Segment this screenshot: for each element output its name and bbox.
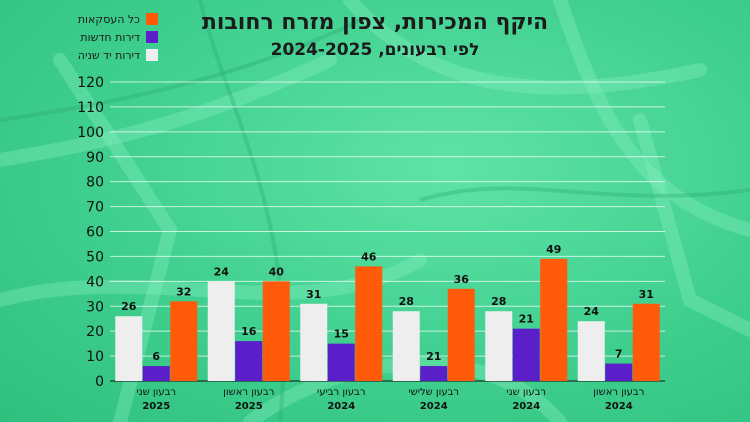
x-tick-label-quarter: רבעון ראשון bbox=[593, 387, 644, 398]
chart-title: היקף המכירות, צפון מזרח רחובות bbox=[201, 10, 549, 35]
data-label: 31 bbox=[639, 288, 654, 301]
bar bbox=[605, 363, 633, 381]
x-tick-label-year: 2024 bbox=[605, 401, 633, 412]
x-tick-label-quarter: רבעון שני bbox=[506, 387, 546, 398]
y-tick-label: 70 bbox=[86, 200, 104, 216]
bar bbox=[170, 301, 198, 381]
bar bbox=[512, 328, 540, 381]
data-label: 26 bbox=[121, 300, 137, 313]
legend-label: כל העסקאות bbox=[77, 12, 140, 26]
x-tick-label-year: 2025 bbox=[142, 401, 170, 412]
bar bbox=[327, 343, 355, 381]
data-label: 21 bbox=[426, 350, 441, 363]
x-tick-label-quarter: רבעון שלישי bbox=[408, 387, 459, 398]
data-label: 31 bbox=[306, 288, 321, 301]
bar bbox=[207, 281, 235, 381]
data-label: 28 bbox=[491, 295, 506, 308]
bar bbox=[485, 311, 513, 381]
y-tick-label: 90 bbox=[86, 150, 104, 166]
legend-swatch bbox=[146, 49, 158, 61]
y-tick-label: 0 bbox=[95, 374, 104, 390]
data-label: 28 bbox=[399, 295, 414, 308]
legend-item-new-apartments: דירות חדשות bbox=[8, 28, 158, 46]
bar bbox=[300, 303, 328, 381]
data-label: 7 bbox=[615, 348, 623, 361]
y-tick-label: 80 bbox=[86, 175, 104, 191]
bar bbox=[115, 316, 143, 381]
y-tick-label: 40 bbox=[86, 274, 104, 290]
bar bbox=[632, 303, 660, 381]
bar bbox=[355, 266, 383, 381]
data-label: 24 bbox=[214, 265, 230, 278]
data-label: 21 bbox=[519, 313, 534, 326]
legend-swatch bbox=[146, 31, 158, 43]
bar bbox=[262, 281, 290, 381]
legend-item-second-hand: דירות יד שניה bbox=[8, 46, 158, 64]
x-tick-label-year: 2024 bbox=[512, 401, 540, 412]
chart-subtitle: לפי רבעונים, 2024-2025 bbox=[270, 40, 480, 60]
y-tick-label: 10 bbox=[86, 349, 104, 365]
y-tick-label: 120 bbox=[77, 75, 104, 91]
x-tick-label-quarter: רבעון ראשון bbox=[223, 387, 274, 398]
data-label: 16 bbox=[241, 325, 257, 338]
data-label: 15 bbox=[334, 328, 349, 341]
x-tick-label-year: 2024 bbox=[327, 401, 355, 412]
data-label: 40 bbox=[269, 265, 285, 278]
legend-item-all-deals: כל העסקאות bbox=[8, 10, 158, 28]
data-label: 46 bbox=[361, 250, 377, 263]
bar bbox=[392, 311, 420, 381]
data-label: 36 bbox=[454, 273, 470, 286]
y-tick-label: 100 bbox=[77, 125, 104, 141]
legend-swatch bbox=[146, 13, 158, 25]
legend-label: דירות חדשות bbox=[80, 30, 140, 44]
bar bbox=[447, 288, 475, 381]
y-tick-label: 30 bbox=[86, 299, 104, 315]
y-tick-label: 60 bbox=[86, 225, 104, 241]
bar bbox=[577, 321, 605, 381]
x-tick-label-year: 2025 bbox=[235, 401, 263, 412]
bar bbox=[420, 366, 448, 381]
bar bbox=[142, 366, 170, 381]
data-label: 24 bbox=[584, 305, 600, 318]
bar bbox=[540, 258, 568, 381]
legend-label: דירות יד שניה bbox=[77, 48, 140, 62]
data-label: 49 bbox=[546, 243, 561, 256]
y-tick-label: 110 bbox=[77, 100, 104, 116]
x-tick-label-year: 2024 bbox=[420, 401, 448, 412]
data-label: 32 bbox=[176, 285, 191, 298]
data-label: 6 bbox=[152, 350, 160, 363]
bar bbox=[235, 341, 263, 381]
legend: כל העסקאות דירות חדשות דירות יד שניה bbox=[8, 10, 158, 64]
x-tick-label-quarter: רבעון רביעי bbox=[317, 387, 365, 398]
x-tick-label-quarter: רבעון שני bbox=[136, 387, 176, 398]
y-tick-label: 50 bbox=[86, 249, 104, 265]
y-tick-label: 20 bbox=[86, 324, 104, 340]
